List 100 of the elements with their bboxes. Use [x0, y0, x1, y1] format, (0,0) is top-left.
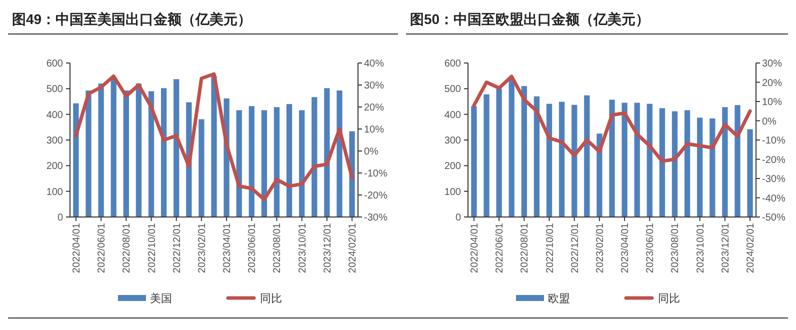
bar: [546, 104, 552, 217]
y2-tick-label: -40%: [762, 193, 786, 204]
bar: [299, 110, 305, 217]
y2-tick-label: 30%: [364, 80, 384, 92]
bar: [622, 102, 628, 217]
bar: [248, 106, 254, 217]
x-tick-label: 2023/08/01: [272, 222, 284, 274]
x-tick-label: 2023/04/01: [620, 222, 632, 274]
bar: [722, 107, 728, 217]
y2-tick-label: -20%: [364, 190, 388, 202]
bar: [659, 108, 666, 217]
y-tick-label: 500: [46, 84, 64, 96]
y-tick-label: 500: [444, 84, 462, 96]
legend-label: 同比: [658, 292, 680, 305]
y-tick-label: 100: [444, 186, 462, 198]
bar: [312, 97, 318, 217]
bar: [672, 111, 678, 217]
y-tick-label: 100: [46, 186, 64, 198]
y-tick-label: 0: [455, 212, 462, 224]
bar: [86, 90, 92, 217]
y2-tick-label: 0%: [762, 116, 777, 128]
x-tick-label: 2023/08/01: [670, 222, 682, 274]
bar: [747, 129, 753, 217]
y-tick-label: 400: [46, 110, 64, 121]
chart-title: 图49：中国至美国出口金额（亿美元）: [12, 11, 252, 27]
x-tick-label: 2024/02/01: [746, 222, 757, 274]
x-tick-label: 2022/06/01: [96, 222, 108, 274]
y2-tick-label: -10%: [364, 168, 388, 180]
bar: [73, 103, 79, 217]
y2-tick-label: -10%: [762, 136, 786, 146]
legend-label: 欧盟: [548, 292, 570, 305]
y-tick-label: 0: [57, 212, 64, 224]
bar: [584, 95, 590, 217]
y2-tick-label: 20%: [364, 102, 384, 114]
bar: [734, 105, 740, 217]
bar: [174, 79, 180, 217]
x-tick-label: 2022/04/01: [71, 222, 82, 274]
y-tick-label: 200: [46, 161, 64, 172]
y-tick-label: 300: [46, 136, 64, 146]
x-tick-label: 2022/06/01: [494, 222, 506, 274]
bar: [646, 104, 652, 217]
bar: [286, 104, 292, 217]
y2-tick-label: -50%: [762, 212, 786, 224]
bar: [609, 100, 615, 217]
bar: [484, 94, 490, 217]
y-tick-label: 600: [444, 58, 462, 70]
bar: [496, 88, 502, 217]
line-series: [74, 72, 354, 202]
bar: [110, 78, 116, 217]
bar: [261, 110, 268, 217]
y-tick-label: 600: [46, 58, 64, 70]
bar: [572, 104, 578, 217]
y2-tick-label: 40%: [364, 58, 384, 70]
x-tick-label: 2022/12/01: [570, 222, 581, 274]
x-tick-label: 2022/08/01: [520, 222, 531, 274]
y2-tick-label: 0%: [364, 146, 379, 158]
x-tick-label: 2023/02/01: [594, 222, 606, 274]
x-tick-label: 2023/12/01: [322, 222, 334, 274]
bar: [336, 90, 342, 217]
bar: [710, 118, 716, 217]
y2-tick-label: -30%: [364, 212, 388, 224]
bar: [123, 90, 129, 217]
x-tick-label: 2022/10/01: [544, 222, 556, 274]
bar: [684, 110, 690, 217]
legend-label: 同比: [260, 292, 282, 305]
x-tick-label: 2023/10/01: [297, 222, 308, 274]
bar: [148, 91, 154, 217]
line-series: [472, 74, 752, 163]
x-tick-label: 2023/02/01: [196, 222, 208, 274]
bar: [558, 102, 565, 217]
y-tick-label: 400: [444, 110, 462, 121]
bar: [697, 118, 703, 217]
y2-tick-label: -30%: [762, 174, 786, 185]
x-tick-label: 2022/08/01: [122, 222, 133, 274]
bar: [324, 88, 330, 217]
x-tick-label: 2022/12/01: [172, 222, 183, 274]
bar: [634, 102, 640, 217]
y2-tick-label: 20%: [762, 78, 782, 89]
y2-tick-label: 30%: [762, 58, 782, 70]
x-tick-label: 2023/04/01: [222, 222, 234, 274]
bar: [471, 106, 477, 217]
x-tick-label: 2023/06/01: [645, 222, 656, 274]
bar: [136, 84, 142, 217]
legend-label: 美国: [150, 292, 172, 305]
x-tick-label: 2022/10/01: [146, 222, 158, 274]
bar: [274, 107, 280, 217]
bar: [534, 96, 540, 217]
bar: [596, 134, 602, 217]
x-tick-label: 2023/10/01: [695, 222, 706, 274]
y2-tick-label: 10%: [364, 124, 384, 136]
bar: [98, 84, 104, 217]
bar: [160, 88, 167, 217]
bar: [198, 119, 204, 217]
x-tick-label: 2023/06/01: [247, 222, 258, 274]
y2-tick-label: -20%: [762, 154, 786, 166]
y2-tick-label: 10%: [762, 97, 782, 108]
x-tick-label: 2024/02/01: [348, 222, 359, 274]
chart-title: 图50：中国至欧盟出口金额（亿美元）: [410, 11, 650, 27]
bar: [349, 131, 355, 217]
y-tick-label: 300: [444, 136, 462, 146]
